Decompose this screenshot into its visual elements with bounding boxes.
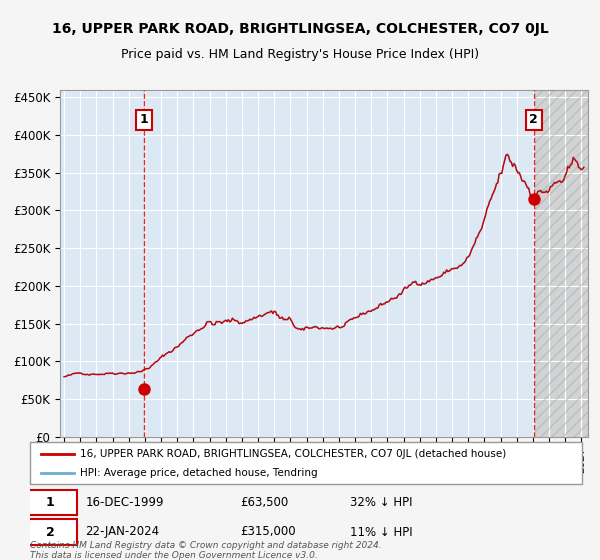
FancyBboxPatch shape <box>25 490 77 515</box>
Text: 2: 2 <box>46 525 55 539</box>
Text: 11% ↓ HPI: 11% ↓ HPI <box>350 525 413 539</box>
Text: 16, UPPER PARK ROAD, BRIGHTLINGSEA, COLCHESTER, CO7 0JL (detached house): 16, UPPER PARK ROAD, BRIGHTLINGSEA, COLC… <box>80 449 506 459</box>
Text: 22-JAN-2024: 22-JAN-2024 <box>85 525 160 539</box>
Text: 16-DEC-1999: 16-DEC-1999 <box>85 496 164 509</box>
Text: Contains HM Land Registry data © Crown copyright and database right 2024.
This d: Contains HM Land Registry data © Crown c… <box>30 540 382 560</box>
Text: £315,000: £315,000 <box>240 525 295 539</box>
Text: HPI: Average price, detached house, Tendring: HPI: Average price, detached house, Tend… <box>80 468 317 478</box>
FancyBboxPatch shape <box>30 442 582 484</box>
Text: 16, UPPER PARK ROAD, BRIGHTLINGSEA, COLCHESTER, CO7 0JL: 16, UPPER PARK ROAD, BRIGHTLINGSEA, COLC… <box>52 22 548 36</box>
Bar <box>535 90 588 437</box>
Text: 2: 2 <box>529 113 538 127</box>
Text: 1: 1 <box>46 496 55 509</box>
Text: £63,500: £63,500 <box>240 496 288 509</box>
Text: 1: 1 <box>140 113 149 127</box>
Text: 32% ↓ HPI: 32% ↓ HPI <box>350 496 413 509</box>
Text: Price paid vs. HM Land Registry's House Price Index (HPI): Price paid vs. HM Land Registry's House … <box>121 48 479 60</box>
FancyBboxPatch shape <box>25 520 77 544</box>
Bar <box>535 90 588 437</box>
